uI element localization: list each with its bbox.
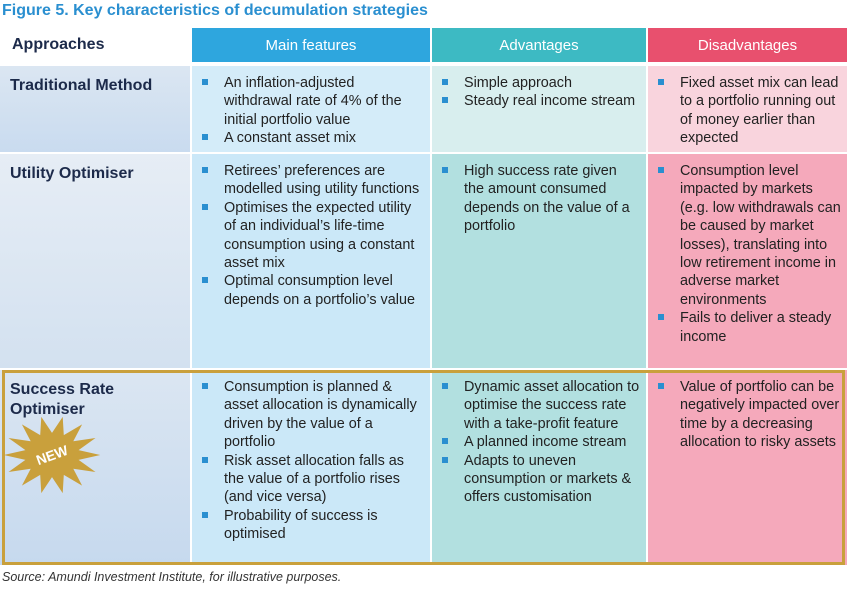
features-cell: Retirees’ preferences are modelled using… (192, 154, 430, 368)
advantages-cell: Dynamic asset allocation to optimise the… (432, 370, 646, 565)
advantages-cell: Simple approach Steady real income stream (432, 66, 646, 152)
bullet-item: Dynamic asset allocation to optimise the… (432, 378, 640, 433)
bullet-item: Value of portfolio can be negatively imp… (648, 378, 841, 452)
bullet-item: Retirees’ preferences are modelled using… (192, 162, 424, 199)
advantages-cell: High success rate given the amount consu… (432, 154, 646, 368)
bullet-item: Simple approach (432, 74, 640, 92)
bullet-item: High success rate given the amount consu… (432, 162, 640, 236)
highlight-border (2, 370, 845, 565)
bullet-item: Consumption level impacted by markets (e… (648, 162, 841, 309)
disadvantages-cell: Value of portfolio can be negatively imp… (648, 370, 847, 565)
approach: Utility Optimiser (0, 154, 190, 368)
bullet-item: An inflation-adjusted withdrawal rate of… (192, 74, 424, 129)
features-cell: Consumption is planned & asset allocatio… (192, 370, 430, 565)
bullet-item: Risk asset allocation falls as the value… (192, 452, 424, 507)
bullet-item: Probability of success is optimised (192, 507, 424, 544)
column-header: Approaches (12, 36, 105, 53)
bullet-item: Fixed asset mix can lead to a portfolio … (648, 74, 841, 148)
bullet-item: A constant asset mix (192, 129, 424, 147)
bullet-item: Consumption is planned & asset allocatio… (192, 378, 424, 452)
disadvantages-cell: Fixed asset mix can lead to a portfolio … (648, 66, 847, 152)
bullet-item: Steady real income stream (432, 92, 640, 110)
bullet-item: Fails to deliver a steady income (648, 309, 841, 346)
approach: Traditional Method (0, 66, 190, 152)
source: Source: Amundi Investment Institute, for… (2, 570, 342, 584)
bullet-item: Adapts to uneven consumption or markets … (432, 452, 640, 507)
bullet-item: Optimal consumption level depends on a p… (192, 272, 424, 309)
column-header: Main features (192, 28, 430, 62)
features-cell: An inflation-adjusted withdrawal rate of… (192, 66, 430, 152)
starburst (3, 416, 101, 494)
column-header: Advantages (432, 28, 646, 62)
column-header: Disadvantages (648, 28, 847, 62)
bullet-item: A planned income stream (432, 433, 640, 451)
disadvantages-cell: Consumption level impacted by markets (e… (648, 154, 847, 368)
figure-title: Figure 5. Key characteristics of decumul… (2, 2, 428, 19)
bullet-item: Optimises the expected utility of an ind… (192, 199, 424, 273)
